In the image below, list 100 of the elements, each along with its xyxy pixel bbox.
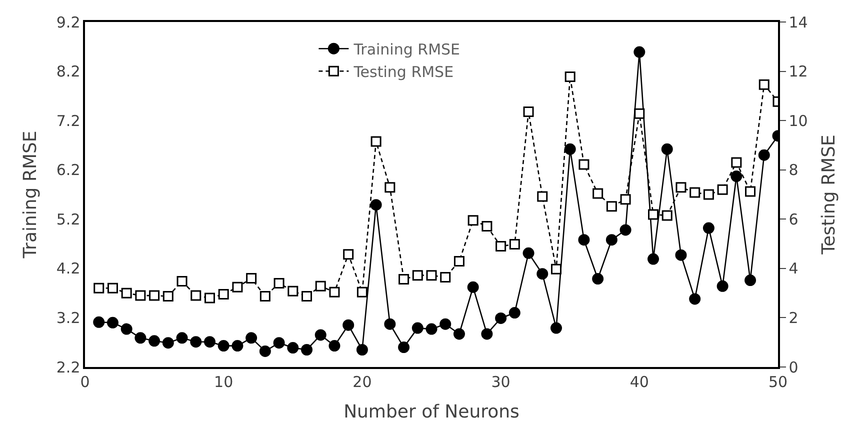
point xyxy=(482,221,492,232)
y2-tick-label: 10 xyxy=(788,112,808,130)
point xyxy=(564,71,576,82)
y-tick-label: 9.2 xyxy=(56,13,80,32)
point xyxy=(661,143,673,155)
point xyxy=(384,318,396,330)
legend-label: Testing RMSE xyxy=(352,62,454,81)
point xyxy=(426,323,438,335)
point xyxy=(246,332,258,344)
point xyxy=(744,274,756,286)
point xyxy=(606,234,618,246)
point xyxy=(314,329,326,341)
point xyxy=(94,282,104,294)
point xyxy=(343,249,354,260)
point xyxy=(481,328,493,340)
point xyxy=(440,318,452,330)
y-tick-label: 5.2 xyxy=(56,210,80,228)
point xyxy=(606,201,617,212)
point xyxy=(592,188,604,199)
point xyxy=(731,157,742,168)
point xyxy=(121,288,132,298)
point xyxy=(107,282,118,294)
y-tick-label: 2.2 xyxy=(56,358,80,376)
point xyxy=(648,209,659,220)
point xyxy=(578,159,590,170)
point xyxy=(329,286,340,298)
point xyxy=(440,272,451,283)
y2-tick-label: 6 xyxy=(788,210,798,228)
point xyxy=(426,270,437,281)
point xyxy=(578,234,590,246)
x-tick-label: 40 xyxy=(630,372,649,391)
point xyxy=(106,316,118,328)
point xyxy=(620,224,632,236)
point xyxy=(717,184,728,195)
point xyxy=(149,290,160,301)
point xyxy=(537,191,548,202)
point xyxy=(648,253,660,265)
point xyxy=(288,286,298,296)
y2-tick-label: 4 xyxy=(788,260,798,278)
point xyxy=(134,332,146,344)
point xyxy=(120,323,132,335)
point xyxy=(273,337,285,349)
point xyxy=(342,319,354,331)
point xyxy=(412,270,423,281)
point xyxy=(550,264,562,274)
point xyxy=(454,256,464,267)
y-tick-label: 6.2 xyxy=(56,161,80,180)
y-tick-label: 3.2 xyxy=(56,308,80,327)
point xyxy=(246,273,257,284)
y2-tick-label: 0 xyxy=(788,358,798,376)
point xyxy=(356,344,368,356)
point xyxy=(218,340,230,352)
point xyxy=(564,143,576,155)
point xyxy=(508,307,520,319)
point xyxy=(536,268,548,280)
point xyxy=(495,312,507,324)
y2-tick-label: 2 xyxy=(788,308,798,327)
x-axis-title: Number of Neurons xyxy=(344,401,520,422)
point xyxy=(370,199,382,211)
point xyxy=(315,280,326,292)
y-tick-label: 7.2 xyxy=(56,112,80,130)
point xyxy=(274,278,284,288)
point xyxy=(356,286,368,298)
point xyxy=(702,222,714,234)
x-tick-label: 30 xyxy=(491,372,510,391)
point xyxy=(730,170,742,182)
y2-tick-label: 14 xyxy=(788,13,808,32)
point xyxy=(218,289,229,300)
point xyxy=(162,337,174,349)
point xyxy=(716,280,728,292)
point xyxy=(93,316,105,328)
point xyxy=(135,290,146,301)
point xyxy=(232,282,243,292)
y2-tick-label: 8 xyxy=(788,161,798,180)
point xyxy=(620,194,631,205)
point xyxy=(328,340,340,352)
point xyxy=(453,328,465,340)
x-tick-label: 50 xyxy=(768,372,788,391)
x-tick-label: 10 xyxy=(214,372,234,391)
point xyxy=(550,322,562,334)
x-tick-label: 20 xyxy=(352,372,372,391)
x-tick-label: 0 xyxy=(80,372,90,391)
point xyxy=(301,344,313,356)
point xyxy=(703,189,714,200)
point xyxy=(148,335,160,347)
point xyxy=(675,249,687,261)
point xyxy=(204,292,215,304)
point xyxy=(690,187,700,198)
point xyxy=(745,186,756,197)
point xyxy=(287,342,299,354)
point xyxy=(468,215,478,226)
point xyxy=(190,290,202,301)
point xyxy=(176,276,188,286)
point xyxy=(592,273,604,285)
point xyxy=(302,291,312,302)
point xyxy=(523,106,534,117)
y2-tick-label: 12 xyxy=(788,62,808,81)
y2-axis-title: Testing RMSE xyxy=(818,134,840,256)
y-tick-label: 4.2 xyxy=(56,260,80,278)
point xyxy=(467,281,479,293)
